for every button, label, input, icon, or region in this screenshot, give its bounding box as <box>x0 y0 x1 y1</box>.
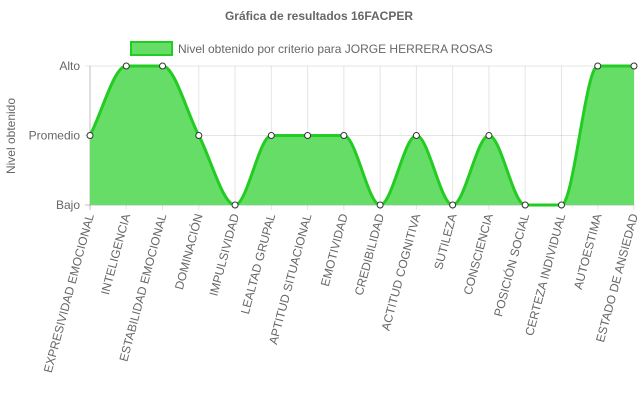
y-tick-labels: Bajo Promedio Alto <box>29 59 81 212</box>
legend-label: Nivel obtenido por criterio para JORGE H… <box>178 42 493 56</box>
legend[interactable]: Nivel obtenido por criterio para JORGE H… <box>130 41 493 56</box>
x-tick-label: IMPULSIVIDAD <box>207 212 243 298</box>
x-tick-label: CREDIBILIDAD <box>352 212 387 297</box>
x-tick-label: EMOTIVIDAD <box>318 212 351 288</box>
x-tick-labels: EXPRESIVIDAD EMOCIONAL INTELIGENCIAESTABI… <box>41 212 639 375</box>
series-fill <box>90 66 634 205</box>
legend-swatch <box>130 41 173 56</box>
x-tick-label: CONSCIENCIA <box>461 212 496 296</box>
x-tick-label: EXPRESIVIDAD EMOCIONAL <box>41 212 97 374</box>
x-tick-label: DOMINACIÓN <box>171 212 206 291</box>
x-tick-label: POSICIÓN SOCIAL <box>490 212 532 319</box>
series-line <box>88 64 634 207</box>
data-point[interactable] <box>122 62 130 70</box>
y-tick-label: Alto <box>59 59 80 73</box>
x-tick-label: SUTILEZA <box>431 212 459 271</box>
y-tick-label: Promedio <box>29 129 81 143</box>
x-tick-label: LEALTAD GRUPAL <box>238 212 278 316</box>
data-point[interactable] <box>231 201 239 209</box>
data-point[interactable] <box>267 132 275 139</box>
x-tick-label: ACTITUD COGNITIVA <box>379 212 424 332</box>
data-point[interactable] <box>340 132 348 139</box>
data-point[interactable] <box>630 62 638 70</box>
y-axis-label: Nivel obtenido <box>4 98 18 174</box>
data-point[interactable] <box>304 132 312 139</box>
data-points <box>86 62 638 209</box>
data-point[interactable] <box>449 201 457 209</box>
x-tick-label: INTELIGENCIA <box>98 212 133 296</box>
series-area <box>88 64 634 207</box>
data-point[interactable] <box>195 132 203 139</box>
data-point[interactable] <box>412 132 420 139</box>
data-point[interactable] <box>485 132 493 139</box>
data-point[interactable] <box>521 201 529 209</box>
x-tick-label: CERTEZA INDIVIDUAL <box>522 212 568 337</box>
data-point[interactable] <box>594 62 602 70</box>
data-point[interactable] <box>86 132 94 139</box>
data-point[interactable] <box>376 201 384 209</box>
y-tick-label: Bajo <box>56 198 80 212</box>
data-point[interactable] <box>557 201 565 209</box>
chart-title: Gráfica de resultados 16FACPER <box>225 9 413 23</box>
x-tick-label: AUTOESTIMA <box>571 212 605 291</box>
data-point[interactable] <box>159 62 167 70</box>
